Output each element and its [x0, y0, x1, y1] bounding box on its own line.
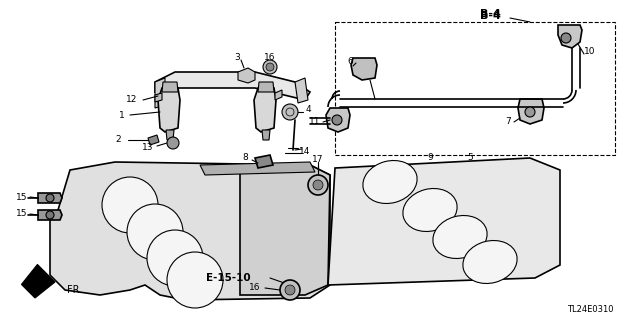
Polygon shape [238, 68, 255, 83]
Text: 12: 12 [126, 95, 138, 105]
Text: 9: 9 [427, 153, 433, 162]
Polygon shape [328, 158, 560, 285]
Text: 2: 2 [115, 136, 121, 145]
Circle shape [282, 104, 298, 120]
Text: 13: 13 [142, 144, 154, 152]
Polygon shape [262, 130, 270, 140]
Polygon shape [38, 210, 62, 220]
Polygon shape [158, 88, 180, 132]
Text: 4: 4 [305, 106, 311, 115]
Polygon shape [255, 155, 273, 168]
Text: TL24E0310: TL24E0310 [567, 306, 613, 315]
Text: 15: 15 [16, 210, 28, 219]
Circle shape [561, 33, 571, 43]
Polygon shape [155, 93, 162, 102]
Circle shape [46, 194, 54, 202]
Polygon shape [148, 135, 159, 145]
Polygon shape [38, 193, 62, 203]
Text: 8: 8 [242, 153, 248, 162]
Circle shape [313, 180, 323, 190]
Circle shape [525, 107, 535, 117]
Polygon shape [295, 78, 308, 103]
Text: 7: 7 [505, 117, 511, 127]
Text: 5: 5 [467, 153, 473, 162]
Text: 1: 1 [119, 110, 125, 120]
Text: 14: 14 [300, 147, 310, 157]
Circle shape [147, 230, 203, 286]
Circle shape [102, 177, 158, 233]
Polygon shape [351, 58, 377, 80]
Circle shape [285, 285, 295, 295]
Polygon shape [200, 162, 315, 175]
Polygon shape [326, 108, 350, 132]
Text: 6: 6 [347, 57, 353, 66]
Polygon shape [155, 72, 310, 100]
Polygon shape [155, 78, 165, 108]
Polygon shape [275, 90, 282, 100]
Text: 11: 11 [309, 117, 321, 127]
Text: 16: 16 [264, 54, 276, 63]
Ellipse shape [433, 216, 487, 258]
Text: 10: 10 [584, 48, 596, 56]
Circle shape [46, 211, 54, 219]
Polygon shape [558, 25, 582, 48]
Circle shape [127, 204, 183, 260]
Text: E-15-10: E-15-10 [205, 273, 250, 283]
Polygon shape [518, 99, 544, 124]
Ellipse shape [363, 160, 417, 204]
Text: B-4: B-4 [479, 9, 500, 19]
Polygon shape [254, 88, 276, 132]
Circle shape [266, 63, 274, 71]
Polygon shape [162, 82, 178, 92]
Text: 16: 16 [249, 284, 260, 293]
Polygon shape [22, 264, 55, 298]
Text: 17: 17 [312, 155, 324, 165]
Circle shape [167, 137, 179, 149]
Polygon shape [240, 165, 330, 295]
Polygon shape [166, 130, 174, 140]
Text: 15: 15 [16, 192, 28, 202]
Circle shape [332, 115, 342, 125]
Polygon shape [258, 82, 274, 92]
Ellipse shape [463, 241, 517, 284]
Polygon shape [50, 162, 330, 300]
Text: FR.: FR. [67, 285, 83, 295]
Circle shape [308, 175, 328, 195]
Circle shape [263, 60, 277, 74]
Ellipse shape [403, 189, 457, 232]
Text: 3: 3 [234, 54, 240, 63]
Circle shape [167, 252, 223, 308]
Text: B-4: B-4 [479, 11, 500, 21]
Circle shape [280, 280, 300, 300]
